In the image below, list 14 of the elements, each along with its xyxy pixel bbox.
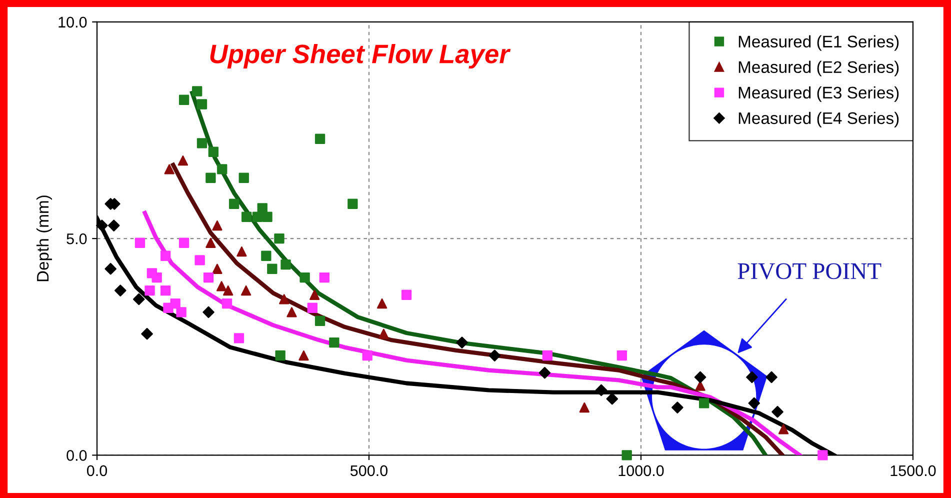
legend-label: Measured (E4 Series) xyxy=(738,112,899,128)
x-tick-label: 0.0 xyxy=(86,465,108,476)
x-tick-label: 500.0 xyxy=(350,465,388,476)
text: Upper Sheet Flow Layer xyxy=(210,44,511,69)
x-tick-label: 1500.0 xyxy=(890,465,936,476)
x-tick-label: 1000.0 xyxy=(618,465,664,476)
y-tick-label: 10.0 xyxy=(58,16,87,28)
annotation: PIVOT POINT xyxy=(738,263,882,280)
y-axis-title: Depth (mm) xyxy=(36,196,52,282)
legend-label: Measured (E3 Series) xyxy=(738,86,899,102)
legend-label: Measured (E2 Series) xyxy=(738,60,899,76)
y-tick-label: 5.0 xyxy=(66,233,87,244)
legend-label: Measured (E1 Series) xyxy=(738,35,899,51)
y-tick-label: 0.0 xyxy=(66,450,87,461)
